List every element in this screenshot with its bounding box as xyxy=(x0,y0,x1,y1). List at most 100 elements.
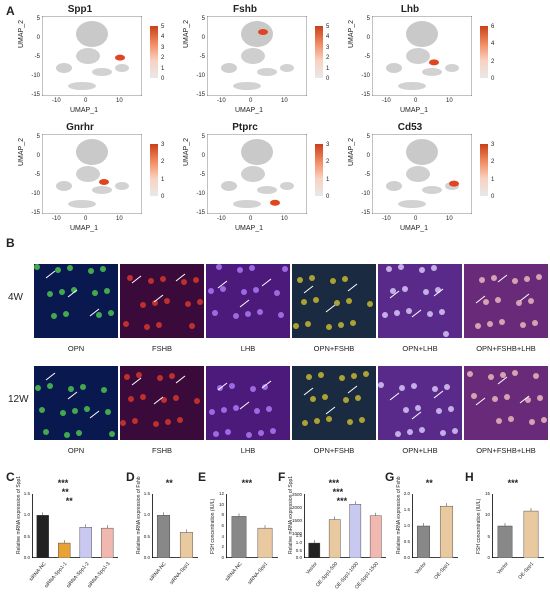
bar xyxy=(497,525,513,558)
microscopy-cells xyxy=(209,380,276,438)
arrow-icon xyxy=(303,387,314,396)
colorbar-tick: 2 xyxy=(161,159,165,166)
cell xyxy=(140,302,146,308)
bar-ytick: 10 xyxy=(218,501,224,507)
umap-ylabel: UMAP_2 xyxy=(348,137,355,166)
umap-ylabel: UMAP_2 xyxy=(183,19,190,48)
arrow-icon xyxy=(325,406,336,415)
cell xyxy=(436,408,442,414)
cell xyxy=(59,289,65,295)
umap-cluster xyxy=(221,63,237,73)
cell xyxy=(386,266,392,272)
microscopy-image xyxy=(464,264,548,338)
cell xyxy=(398,264,404,270)
cell xyxy=(96,312,102,318)
bar xyxy=(523,510,539,558)
cell xyxy=(467,371,473,377)
cell xyxy=(491,275,497,281)
cell xyxy=(216,264,222,270)
bar-chart-d: Relative mRNA expression of Fshb 0.0 0.5 1.… xyxy=(136,476,202,596)
umap-cluster xyxy=(56,181,72,191)
cell xyxy=(213,431,219,437)
cell xyxy=(293,323,299,329)
cell xyxy=(541,417,547,423)
microscopy-row-label: 12W xyxy=(8,394,29,405)
umap-cluster xyxy=(92,186,112,194)
cell xyxy=(229,383,235,389)
bar-ytick: 4 xyxy=(221,533,224,539)
bar xyxy=(349,504,362,558)
umap-gene-title: Lhb xyxy=(400,4,420,15)
cell xyxy=(104,288,110,294)
microscopy-image xyxy=(34,264,118,338)
colorbar-tick: 4 xyxy=(161,34,165,41)
cell xyxy=(76,430,82,436)
cell xyxy=(245,311,251,317)
umap-xlabel: UMAP_1 xyxy=(235,225,264,232)
umap-xtick: 10 xyxy=(116,98,123,104)
umap-ylabel: UMAP_2 xyxy=(348,19,355,48)
arrow-icon xyxy=(433,288,444,297)
arrow-icon xyxy=(89,308,100,317)
umap-xtick: 0 xyxy=(249,216,253,222)
cell xyxy=(136,372,142,378)
umap-cluster xyxy=(422,68,442,76)
umap-expression-hotspot xyxy=(429,59,439,66)
arrow-icon xyxy=(347,385,358,394)
cell xyxy=(165,419,171,425)
cell xyxy=(406,308,412,314)
cell xyxy=(403,407,409,413)
umap-expression-hotspot xyxy=(115,54,125,61)
umap-ytick: 5 xyxy=(366,134,370,140)
umap-cluster xyxy=(398,200,426,208)
bar-ytick: 2 xyxy=(221,544,224,550)
bar-ytick: 0 xyxy=(221,555,224,560)
bar-ylabel: FSH concentration (IU/L) xyxy=(476,498,482,554)
umap-ytick: -5 xyxy=(34,172,40,178)
umap-xtick: 0 xyxy=(249,98,253,104)
umap-xtick: 0 xyxy=(84,216,88,222)
colorbar-tick: 3 xyxy=(161,142,165,148)
bar-ytick: 5 xyxy=(487,533,490,539)
bar-xtick: Vector xyxy=(305,561,319,576)
umap-cluster xyxy=(422,186,442,194)
umap-ytick: 0 xyxy=(366,35,370,41)
bar xyxy=(231,516,247,558)
umap-cluster xyxy=(76,48,100,64)
umap-ytick: -10 xyxy=(361,73,370,79)
bar-ytick: 1.0 xyxy=(23,512,30,518)
cell xyxy=(342,276,348,282)
cell xyxy=(43,429,49,435)
bar-chart-c: Relative mRNA expression of Spp1 0.0 0.5 1.… xyxy=(16,476,122,596)
bar-plot xyxy=(226,494,278,558)
umap-ytick: 0 xyxy=(36,153,40,159)
bar-ytick: 0.5 xyxy=(23,533,30,539)
umap-ytick: 5 xyxy=(36,134,40,140)
cell xyxy=(415,405,421,411)
umap-ytick: -5 xyxy=(199,172,205,178)
significance-marker: *** xyxy=(328,478,340,488)
significance-marker: ** xyxy=(165,478,173,488)
cell xyxy=(34,264,40,270)
bar-plot xyxy=(492,494,544,558)
panel-letter-g: G xyxy=(385,470,395,484)
cell xyxy=(500,372,506,378)
cell xyxy=(314,418,320,424)
cell xyxy=(483,299,489,305)
bar-ytick: 0.5 xyxy=(295,547,302,553)
cell xyxy=(487,321,493,327)
bar-xtick: siRNA-Spp1 xyxy=(168,561,192,586)
umap-xtick: -10 xyxy=(217,98,226,104)
umap-xtick: 10 xyxy=(281,98,288,104)
colorbar-tick: 1 xyxy=(326,65,330,72)
significance-marker: ** xyxy=(65,496,73,506)
cell xyxy=(278,312,284,318)
cell xyxy=(322,394,328,400)
umap-ytick: -5 xyxy=(34,54,40,60)
cell xyxy=(297,277,303,283)
cell xyxy=(395,431,401,437)
bar xyxy=(257,527,273,558)
cell xyxy=(306,374,312,380)
microscopy-channel-label: LHB xyxy=(240,446,256,455)
bar-ytick: 2000 xyxy=(291,505,302,511)
